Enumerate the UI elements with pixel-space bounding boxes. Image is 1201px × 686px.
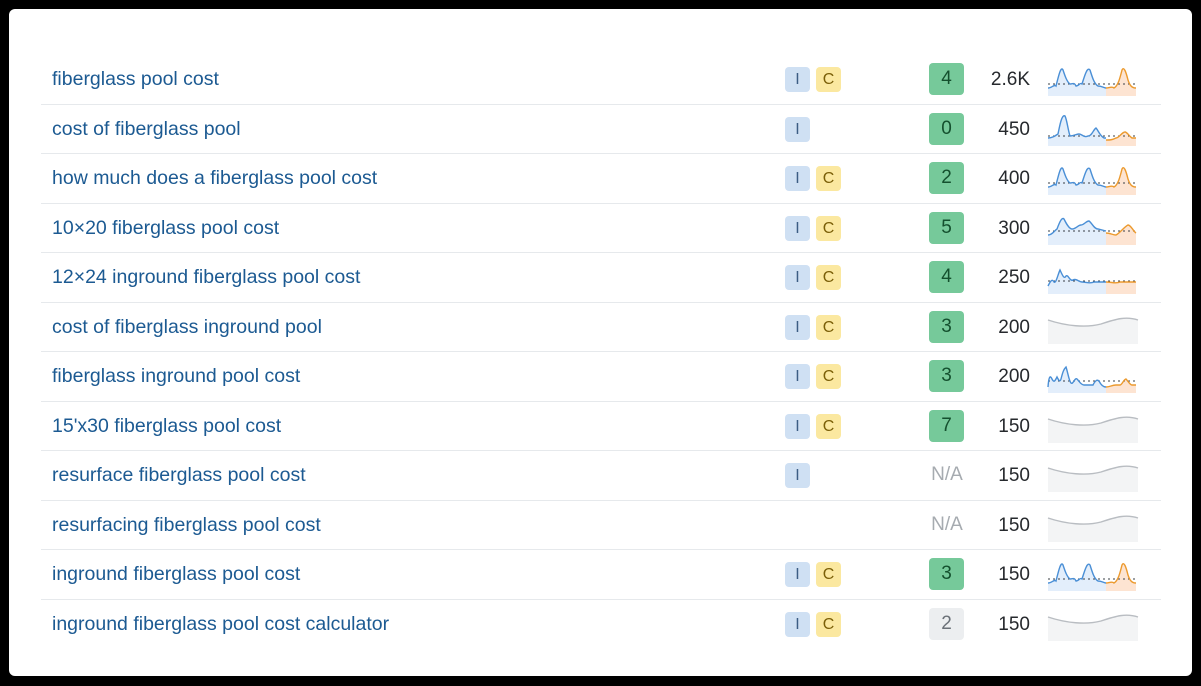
search-volume: 150 [998,564,1030,585]
intent-commercial-badge: C [816,314,841,340]
intent-badges: I [785,463,816,488]
trend-sparkline [1047,167,1137,195]
search-volume: 450 [998,118,1030,140]
table-row: cost of fiberglass inground pool I C 3 200 [41,303,1161,352]
intent-commercial-badge: C [816,364,841,389]
search-volume: 150 [998,415,1030,437]
keyword-difficulty-badge: 7 [929,409,964,442]
table-row: resurfacing fiberglass pool cost N/A 150 [41,501,1161,550]
table-row: 15'x30 fiberglass pool cost I C 7 150 [41,402,1161,451]
trend-sparkline [1047,465,1139,492]
intent-informational-badge: I [785,364,810,389]
table-row: resurface fiberglass pool cost I N/A 150 [41,451,1161,501]
trend-sparkline [1047,514,1139,542]
keyword-link[interactable]: cost of fiberglass inground pool [52,315,322,338]
search-volume: 200 [998,316,1030,338]
keyword-link[interactable]: how much does a fiberglass pool cost [52,167,378,189]
keyword-link[interactable]: inground fiberglass pool cost calculator [52,612,390,635]
keyword-link[interactable]: inground fiberglass pool cost [52,563,301,585]
keyword-link[interactable]: resurfacing fiberglass pool cost [52,513,321,536]
intent-badges: I [785,116,816,142]
keyword-link[interactable]: fiberglass pool cost [52,68,219,90]
trend-sparkline [1047,114,1136,146]
keyword-results-panel: fiberglass pool cost I C 4 2.6K cost of fiber… [9,9,1192,676]
trend-sparkline [1047,68,1137,96]
trend-sparkline [1047,217,1137,245]
keyword-difficulty-badge: 3 [929,360,964,392]
trend-sparkline [1047,563,1137,591]
keyword-difficulty-badge: N/A [931,513,963,535]
search-volume: 300 [998,217,1030,239]
search-volume: 250 [998,267,1030,288]
keyword-link[interactable]: cost of fiberglass pool [52,117,241,140]
trend-sparkline [1047,415,1139,443]
intent-commercial-badge: C [816,215,841,241]
intent-informational-badge: I [785,67,810,92]
intent-informational-badge: I [785,116,810,142]
keyword-difficulty-badge: N/A [931,464,963,485]
keyword-difficulty-badge: 0 [929,112,964,145]
keyword-table: fiberglass pool cost I C 4 2.6K cost of fiber… [41,55,1161,649]
search-volume: 150 [998,514,1030,536]
keyword-difficulty-badge: 3 [929,558,964,590]
table-row: 12×24 inground fiberglass pool cost I C 4 25… [41,253,1161,303]
table-row: inground fiberglass pool cost calculator… [41,600,1161,650]
table-row: cost of fiberglass pool I 0 450 [41,105,1161,154]
search-volume: 400 [998,168,1030,189]
table-row: how much does a fiberglass pool cost I C 2 4… [41,154,1161,204]
table-row: 10×20 fiberglass pool cost I C 5 300 [41,204,1161,253]
intent-informational-badge: I [785,314,810,340]
table-row: inground fiberglass pool cost I C 3 150 [41,550,1161,600]
intent-commercial-badge: C [816,611,841,637]
keyword-difficulty-badge: 2 [929,162,964,194]
intent-commercial-badge: C [816,562,841,587]
keyword-difficulty-badge: 4 [929,261,964,293]
keyword-link[interactable]: fiberglass inground pool cost [52,365,301,387]
trend-sparkline [1047,316,1139,344]
intent-informational-badge: I [785,265,810,290]
table-row: fiberglass pool cost I C 4 2.6K [41,55,1161,105]
trend-sparkline [1047,268,1136,294]
intent-commercial-badge: C [816,67,841,92]
search-volume: 150 [998,465,1030,486]
keyword-difficulty-badge: 3 [929,310,964,343]
intent-commercial-badge: C [816,413,841,439]
keyword-difficulty-badge: 4 [929,63,964,95]
table-row: fiberglass inground pool cost I C 3 200 [41,352,1161,402]
intent-informational-badge: I [785,463,810,488]
intent-informational-badge: I [785,413,810,439]
trend-sparkline [1047,613,1139,641]
search-volume: 200 [998,366,1030,387]
keyword-link[interactable]: resurface fiberglass pool cost [52,464,306,486]
search-volume: 150 [998,613,1030,635]
intent-informational-badge: I [785,166,810,191]
intent-informational-badge: I [785,215,810,241]
trend-sparkline [1047,365,1136,393]
intent-informational-badge: I [785,611,810,637]
keyword-difficulty-badge: 2 [929,607,964,640]
intent-informational-badge: I [785,562,810,587]
search-volume: 2.6K [990,69,1030,90]
keyword-link[interactable]: 12×24 inground fiberglass pool cost [52,266,361,288]
intent-commercial-badge: C [816,166,841,191]
keyword-link[interactable]: 15'x30 fiberglass pool cost [52,414,282,437]
intent-commercial-badge: C [816,265,841,290]
keyword-difficulty-badge: 5 [929,211,964,244]
keyword-link[interactable]: 10×20 fiberglass pool cost [52,216,280,239]
